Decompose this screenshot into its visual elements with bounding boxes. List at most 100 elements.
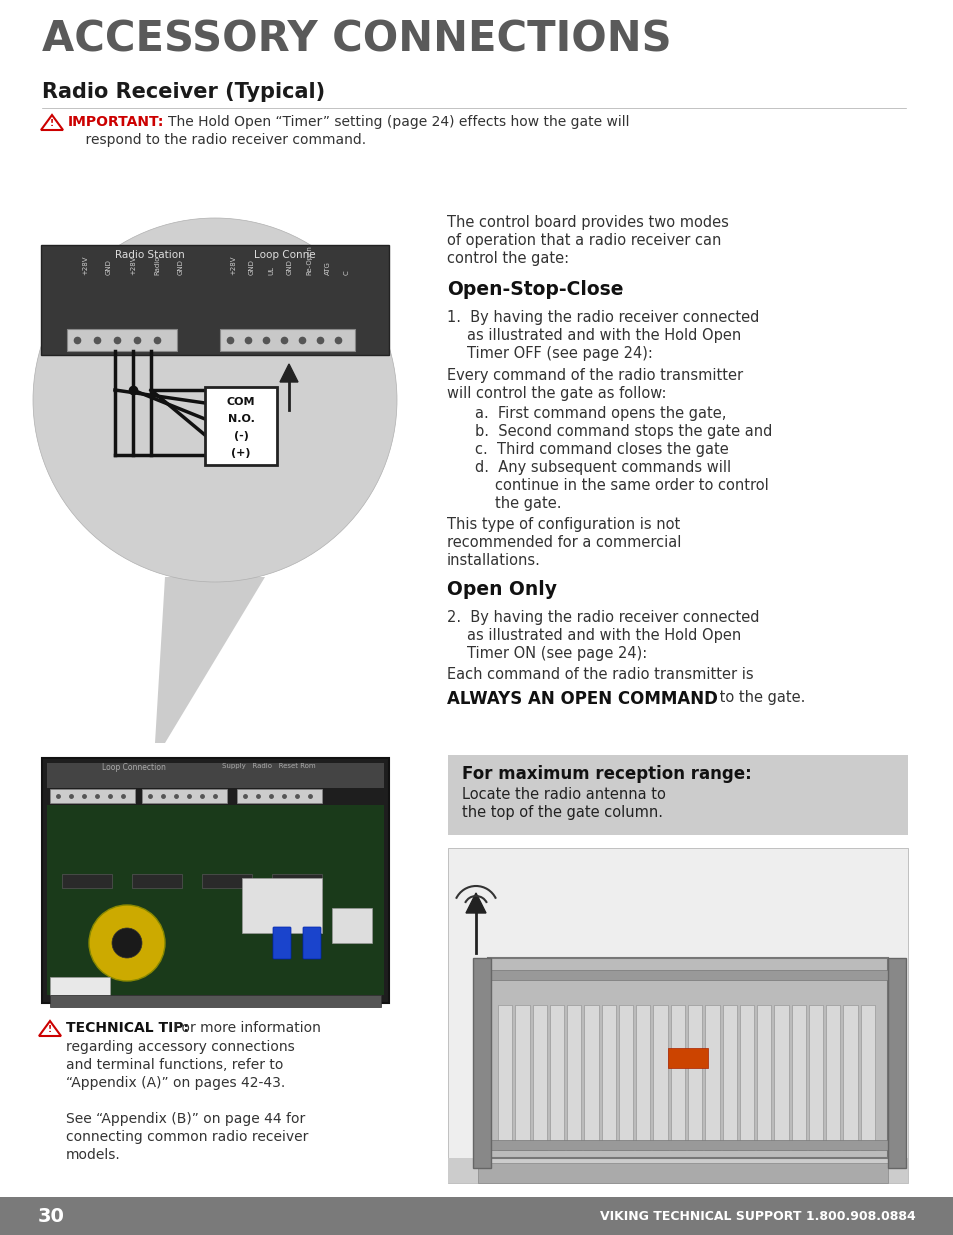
- Text: N.O.: N.O.: [228, 414, 254, 424]
- Text: a.  First command opens the gate,: a. First command opens the gate,: [475, 406, 725, 421]
- FancyBboxPatch shape: [448, 755, 907, 835]
- Text: The Hold Open “Timer” setting (page 24) effects how the gate will: The Hold Open “Timer” setting (page 24) …: [168, 115, 629, 128]
- FancyBboxPatch shape: [584, 1005, 598, 1150]
- FancyBboxPatch shape: [757, 1005, 771, 1150]
- Text: respond to the radio receiver command.: respond to the radio receiver command.: [68, 133, 366, 147]
- Circle shape: [112, 927, 142, 958]
- FancyBboxPatch shape: [272, 874, 322, 888]
- Text: 2.  By having the radio receiver connected: 2. By having the radio receiver connecte…: [447, 610, 759, 625]
- Text: See “Appendix (B)” on page 44 for: See “Appendix (B)” on page 44 for: [66, 1112, 305, 1126]
- Text: +28V: +28V: [82, 256, 88, 275]
- Text: +28V: +28V: [130, 256, 136, 275]
- Text: control the gate:: control the gate:: [447, 251, 569, 266]
- Text: GND: GND: [287, 259, 293, 275]
- Text: For maximum reception range:: For maximum reception range:: [461, 764, 751, 783]
- Circle shape: [89, 905, 165, 981]
- Text: 30: 30: [38, 1207, 65, 1225]
- FancyBboxPatch shape: [704, 1005, 719, 1150]
- Text: C: C: [344, 270, 350, 275]
- FancyBboxPatch shape: [488, 958, 887, 1158]
- Text: installations.: installations.: [447, 553, 540, 568]
- FancyBboxPatch shape: [566, 1005, 580, 1150]
- FancyBboxPatch shape: [50, 995, 380, 1007]
- FancyBboxPatch shape: [670, 1005, 684, 1150]
- Text: to the gate.: to the gate.: [714, 690, 804, 705]
- FancyBboxPatch shape: [497, 1005, 512, 1150]
- FancyBboxPatch shape: [50, 977, 110, 995]
- FancyBboxPatch shape: [667, 1049, 707, 1068]
- Text: of operation that a radio receiver can: of operation that a radio receiver can: [447, 233, 720, 248]
- Text: will control the gate as follow:: will control the gate as follow:: [447, 387, 666, 401]
- Text: Each command of the radio transmitter is: Each command of the radio transmitter is: [447, 667, 753, 682]
- Text: (+): (+): [231, 448, 251, 458]
- Text: Radio Station: Radio Station: [115, 249, 185, 261]
- Text: continue in the same order to control: continue in the same order to control: [495, 478, 768, 493]
- Text: IMPORTANT:: IMPORTANT:: [68, 115, 164, 128]
- FancyBboxPatch shape: [739, 1005, 753, 1150]
- Polygon shape: [280, 364, 297, 382]
- Text: Locate the radio antenna to: Locate the radio antenna to: [461, 787, 665, 802]
- Text: UL: UL: [268, 266, 274, 275]
- FancyBboxPatch shape: [41, 245, 389, 354]
- Text: as illustrated and with the Hold Open: as illustrated and with the Hold Open: [467, 629, 740, 643]
- Text: 1.  By having the radio receiver connected: 1. By having the radio receiver connecte…: [447, 310, 759, 325]
- Text: GND: GND: [106, 259, 112, 275]
- Text: ATG: ATG: [325, 261, 331, 275]
- Text: The control board provides two modes: The control board provides two modes: [447, 215, 728, 230]
- Text: VIKING TECHNICAL SUPPORT 1.800.908.0884: VIKING TECHNICAL SUPPORT 1.800.908.0884: [599, 1209, 915, 1223]
- Polygon shape: [465, 893, 485, 913]
- Text: Loop Conne: Loop Conne: [253, 249, 315, 261]
- Text: Radio: Radio: [153, 256, 160, 275]
- FancyBboxPatch shape: [687, 1005, 701, 1150]
- FancyBboxPatch shape: [47, 805, 384, 995]
- FancyBboxPatch shape: [132, 874, 182, 888]
- FancyBboxPatch shape: [202, 874, 252, 888]
- FancyBboxPatch shape: [601, 1005, 616, 1150]
- Text: GND: GND: [178, 259, 184, 275]
- Text: Every command of the radio transmitter: Every command of the radio transmitter: [447, 368, 742, 383]
- Text: !: !: [48, 1025, 52, 1034]
- Text: Open Only: Open Only: [447, 580, 557, 599]
- FancyBboxPatch shape: [242, 878, 322, 932]
- FancyBboxPatch shape: [220, 329, 355, 351]
- Text: (-): (-): [233, 431, 248, 441]
- FancyBboxPatch shape: [860, 1005, 874, 1150]
- FancyBboxPatch shape: [636, 1005, 650, 1150]
- FancyBboxPatch shape: [142, 789, 227, 803]
- Text: Re-Open: Re-Open: [306, 245, 312, 275]
- Polygon shape: [154, 577, 265, 743]
- Text: ALWAYS AN OPEN COMMAND: ALWAYS AN OPEN COMMAND: [447, 690, 717, 708]
- Text: the top of the gate column.: the top of the gate column.: [461, 805, 662, 820]
- FancyBboxPatch shape: [825, 1005, 840, 1150]
- FancyBboxPatch shape: [842, 1005, 857, 1150]
- FancyBboxPatch shape: [549, 1005, 563, 1150]
- FancyBboxPatch shape: [515, 1005, 529, 1150]
- Text: connecting common radio receiver: connecting common radio receiver: [66, 1130, 308, 1144]
- FancyBboxPatch shape: [653, 1005, 667, 1150]
- Text: For more information: For more information: [173, 1021, 320, 1035]
- Text: Supply   Radio   Reset Rom: Supply Radio Reset Rom: [222, 763, 315, 769]
- Text: ACCESSORY CONNECTIONS: ACCESSORY CONNECTIONS: [42, 19, 671, 61]
- FancyBboxPatch shape: [488, 1140, 887, 1150]
- FancyBboxPatch shape: [488, 969, 887, 981]
- FancyBboxPatch shape: [532, 1005, 546, 1150]
- Text: Radio Receiver (Typical): Radio Receiver (Typical): [42, 82, 325, 103]
- FancyBboxPatch shape: [332, 908, 372, 944]
- Text: b.  Second command stops the gate and: b. Second command stops the gate and: [475, 424, 772, 438]
- Text: recommended for a commercial: recommended for a commercial: [447, 535, 680, 550]
- Text: as illustrated and with the Hold Open: as illustrated and with the Hold Open: [467, 329, 740, 343]
- FancyBboxPatch shape: [473, 958, 491, 1168]
- FancyBboxPatch shape: [47, 763, 384, 788]
- Text: and terminal functions, refer to: and terminal functions, refer to: [66, 1058, 283, 1072]
- Text: This type of configuration is not: This type of configuration is not: [447, 517, 679, 532]
- FancyBboxPatch shape: [791, 1005, 805, 1150]
- FancyBboxPatch shape: [67, 329, 177, 351]
- FancyBboxPatch shape: [808, 1005, 822, 1150]
- Text: regarding accessory connections: regarding accessory connections: [66, 1040, 294, 1053]
- FancyBboxPatch shape: [448, 1158, 907, 1183]
- FancyBboxPatch shape: [618, 1005, 633, 1150]
- FancyBboxPatch shape: [721, 1005, 736, 1150]
- FancyBboxPatch shape: [42, 758, 389, 1003]
- FancyBboxPatch shape: [477, 1163, 887, 1183]
- Text: COM: COM: [227, 396, 255, 408]
